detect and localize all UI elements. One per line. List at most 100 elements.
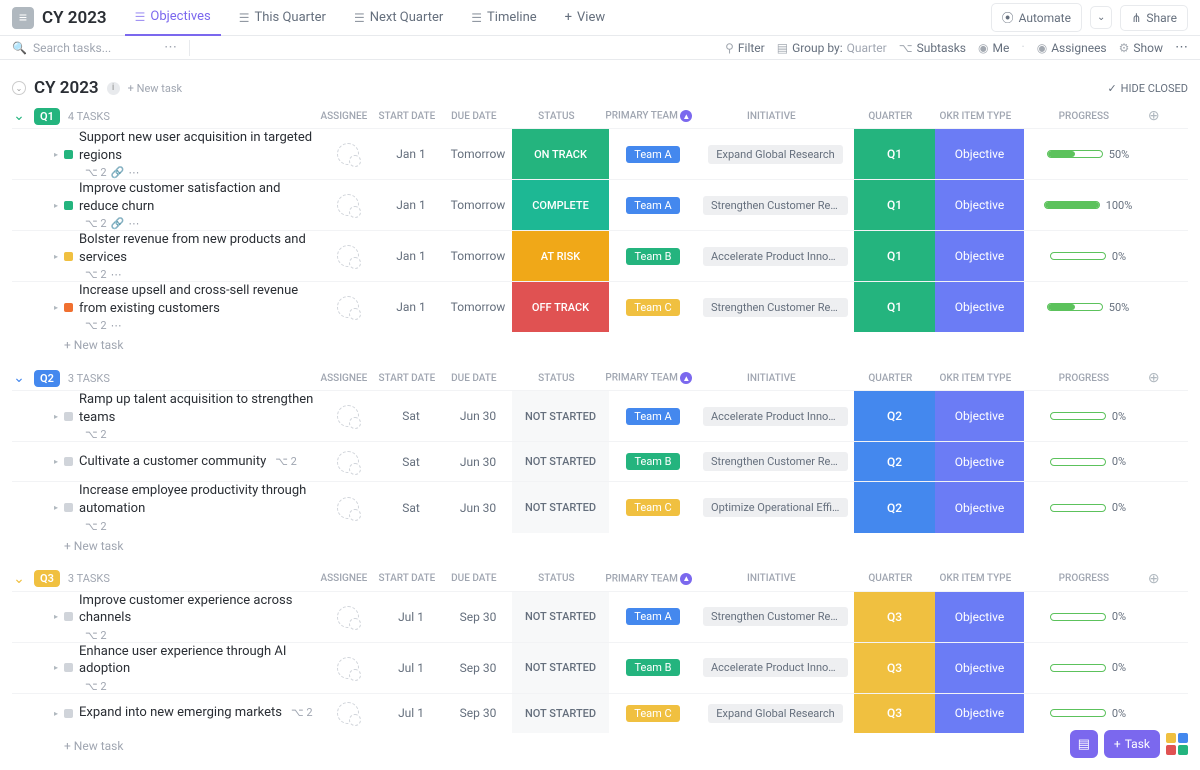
start-date-cell[interactable]: Sat [378, 391, 444, 441]
task-row[interactable]: ▸Ramp up talent acquisition to strengthe… [12, 390, 1188, 441]
column-header[interactable]: STATUS [508, 573, 605, 584]
share-button[interactable]: ⋔Share [1120, 5, 1188, 31]
add-column-button[interactable]: ⊕ [1148, 108, 1168, 124]
quarter-cell[interactable]: Q3 [854, 592, 935, 642]
assignee-cell[interactable] [318, 442, 378, 481]
task-name-cell[interactable]: ▸Improve customer satisfaction and reduc… [12, 180, 318, 230]
start-date-cell[interactable]: Jan 1 [378, 231, 444, 281]
automate-dropdown[interactable]: ⌄ [1090, 6, 1112, 29]
type-cell[interactable]: Objective [935, 129, 1024, 179]
type-cell[interactable]: Objective [935, 231, 1024, 281]
tab-objectives[interactable]: ☰Objectives [125, 0, 221, 36]
status-square[interactable] [64, 663, 73, 672]
task-row[interactable]: ▸Increase employee productivity through … [12, 481, 1188, 532]
progress-cell[interactable]: 50% [1024, 282, 1152, 332]
column-header[interactable]: PRIMARY TEAM ▲ [605, 573, 693, 585]
column-header[interactable]: START DATE [374, 573, 440, 584]
status-cell[interactable]: NOT STARTED [512, 592, 609, 642]
column-header[interactable]: DUE DATE [440, 573, 508, 584]
subtask-count[interactable]: ⌥ 2 [85, 268, 107, 281]
column-header[interactable]: PRIMARY TEAM ▲ [605, 110, 693, 122]
apps-button[interactable] [1166, 733, 1188, 755]
start-date-cell[interactable]: Jul 1 [378, 592, 444, 642]
link-icon[interactable]: 🔗 [111, 166, 125, 179]
quarter-cell[interactable]: Q1 [854, 282, 935, 332]
column-header[interactable]: ASSIGNEE [314, 373, 374, 384]
more-icon[interactable]: ⋯ [1175, 40, 1188, 55]
task-row[interactable]: ▸Enhance user experience through AI adop… [12, 642, 1188, 693]
progress-cell[interactable]: 0% [1024, 694, 1152, 733]
task-row[interactable]: ▸Cultivate a customer community ⌥ 2SatJu… [12, 441, 1188, 481]
type-cell[interactable]: Objective [935, 482, 1024, 532]
task-row[interactable]: ▸Increase upsell and cross-sell revenue … [12, 281, 1188, 332]
notepad-button[interactable]: ▤ [1070, 730, 1098, 758]
status-cell[interactable]: ON TRACK [512, 129, 609, 179]
status-cell[interactable]: NOT STARTED [512, 442, 609, 481]
collapse-toggle[interactable]: ⌄ [12, 81, 26, 95]
assignee-cell[interactable] [318, 482, 378, 532]
status-square[interactable] [64, 303, 73, 312]
quarter-cell[interactable]: Q2 [854, 442, 935, 481]
due-date-cell[interactable]: Tomorrow [444, 129, 512, 179]
start-date-cell[interactable]: Jan 1 [378, 180, 444, 230]
status-square[interactable] [64, 612, 73, 621]
assignee-cell[interactable] [318, 643, 378, 693]
column-header[interactable]: ASSIGNEE [314, 573, 374, 584]
subtask-count[interactable]: ⌥ 2 [85, 166, 107, 179]
column-header[interactable]: OKR ITEM TYPE [931, 111, 1020, 122]
subtask-count[interactable]: ⌥ 2 [85, 319, 107, 332]
assignee-cell[interactable] [318, 129, 378, 179]
column-header[interactable]: PROGRESS [1020, 573, 1148, 584]
column-header[interactable]: DUE DATE [440, 111, 508, 122]
expand-icon[interactable]: ▸ [54, 201, 58, 210]
column-header[interactable]: OKR ITEM TYPE [931, 373, 1020, 384]
subtask-count[interactable]: ⌥ 2 [85, 428, 107, 441]
more-icon[interactable]: ⋯ [128, 166, 139, 179]
initiative-cell[interactable]: Strengthen Customer Retenti... [697, 442, 854, 481]
add-column-button[interactable]: ⊕ [1148, 370, 1168, 386]
start-date-cell[interactable]: Jan 1 [378, 282, 444, 332]
task-row[interactable]: ▸Support new user acquisition in targete… [12, 128, 1188, 179]
due-date-cell[interactable]: Jun 30 [444, 442, 512, 481]
column-header[interactable]: START DATE [374, 111, 440, 122]
task-row[interactable]: ▸Improve customer satisfaction and reduc… [12, 179, 1188, 230]
status-cell[interactable]: NOT STARTED [512, 643, 609, 693]
me-button[interactable]: ◉Me [978, 41, 1009, 55]
expand-icon[interactable]: ▸ [54, 150, 58, 159]
task-name-cell[interactable]: ▸Bolster revenue from new products and s… [12, 231, 318, 281]
type-cell[interactable]: Objective [935, 643, 1024, 693]
column-header[interactable]: PROGRESS [1020, 373, 1148, 384]
status-square[interactable] [64, 503, 73, 512]
more-icon[interactable]: ⋯ [111, 268, 122, 281]
progress-cell[interactable]: 0% [1024, 592, 1152, 642]
type-cell[interactable]: Objective [935, 694, 1024, 733]
column-header[interactable]: QUARTER [850, 373, 931, 384]
section-toggle[interactable]: ⌄ [12, 109, 26, 123]
filter-button[interactable]: ⚲Filter [725, 41, 765, 55]
status-cell[interactable]: COMPLETE [512, 180, 609, 230]
section-new-task[interactable]: + New task [12, 533, 1188, 561]
assignee-cell[interactable] [318, 391, 378, 441]
task-name-cell[interactable]: ▸Improve customer experience across chan… [12, 592, 318, 642]
team-cell[interactable]: Team B [609, 643, 697, 693]
subtask-count[interactable]: ⌥ 2 [85, 520, 107, 533]
status-square[interactable] [64, 709, 73, 718]
task-row[interactable]: ▸Bolster revenue from new products and s… [12, 230, 1188, 281]
due-date-cell[interactable]: Tomorrow [444, 231, 512, 281]
quarter-cell[interactable]: Q2 [854, 391, 935, 441]
status-cell[interactable]: AT RISK [512, 231, 609, 281]
column-header[interactable]: QUARTER [850, 111, 931, 122]
status-square[interactable] [64, 252, 73, 261]
assignee-cell[interactable] [318, 694, 378, 733]
type-cell[interactable]: Objective [935, 180, 1024, 230]
team-cell[interactable]: Team C [609, 482, 697, 532]
status-square[interactable] [64, 150, 73, 159]
team-cell[interactable]: Team C [609, 282, 697, 332]
subtask-count[interactable]: ⌥ 2 [85, 217, 107, 230]
column-header[interactable]: ASSIGNEE [314, 111, 374, 122]
expand-icon[interactable]: ▸ [54, 457, 58, 466]
progress-cell[interactable]: 0% [1024, 442, 1152, 481]
expand-icon[interactable]: ▸ [54, 252, 58, 261]
team-cell[interactable]: Team C [609, 694, 697, 733]
quarter-cell[interactable]: Q2 [854, 482, 935, 532]
